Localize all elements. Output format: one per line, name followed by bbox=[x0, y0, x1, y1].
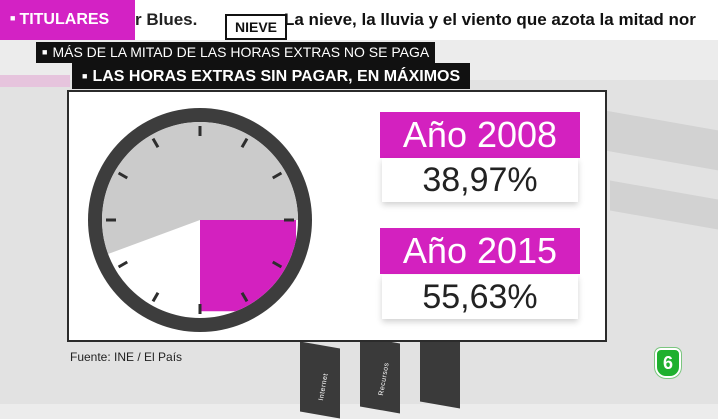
year-label-2015: Año 2015 bbox=[380, 228, 580, 274]
clock-tick bbox=[271, 260, 283, 269]
clock-tick bbox=[117, 260, 129, 269]
clock-tick bbox=[117, 171, 129, 180]
ticker-section-label: TITULARES bbox=[10, 11, 109, 29]
background-dark-bar bbox=[300, 341, 340, 419]
headline-secondary: LAS HORAS EXTRAS SIN PAGAR, EN MÁXIMOS bbox=[72, 63, 471, 89]
clock-chart bbox=[88, 108, 312, 332]
ticker-section: TITULARES bbox=[0, 0, 135, 40]
clock-tick bbox=[151, 291, 160, 303]
clock-tick bbox=[240, 291, 249, 303]
news-ticker: TITULARES r Blues. NIEVE La nieve, la ll… bbox=[0, 0, 718, 40]
clock-tick bbox=[271, 171, 283, 180]
value-2008: 38,97% bbox=[382, 158, 578, 202]
year-label-2008: Año 2008 bbox=[380, 112, 580, 158]
lasexta-logo-icon: 6 bbox=[655, 348, 681, 378]
background-dark-bar bbox=[420, 331, 460, 409]
clock-tick bbox=[240, 137, 249, 149]
wedge-2015 bbox=[101, 121, 298, 254]
headline-primary: MÁS DE LA MITAD DE LAS HORAS EXTRAS NO S… bbox=[36, 42, 436, 63]
background-dark-bar bbox=[360, 336, 400, 414]
clock-tick bbox=[151, 137, 160, 149]
value-2015: 55,63% bbox=[382, 275, 578, 319]
source-note: Fuente: INE / El País bbox=[70, 350, 183, 364]
ticker-tag: NIEVE bbox=[225, 14, 288, 40]
ticker-previous-text: r Blues. bbox=[135, 10, 198, 29]
ticker-text: La nieve, la lluvia y el viento que azot… bbox=[284, 10, 696, 29]
background-pink-bar bbox=[0, 75, 70, 87]
clock-ticks bbox=[106, 126, 294, 314]
logo-number: 6 bbox=[662, 353, 673, 373]
